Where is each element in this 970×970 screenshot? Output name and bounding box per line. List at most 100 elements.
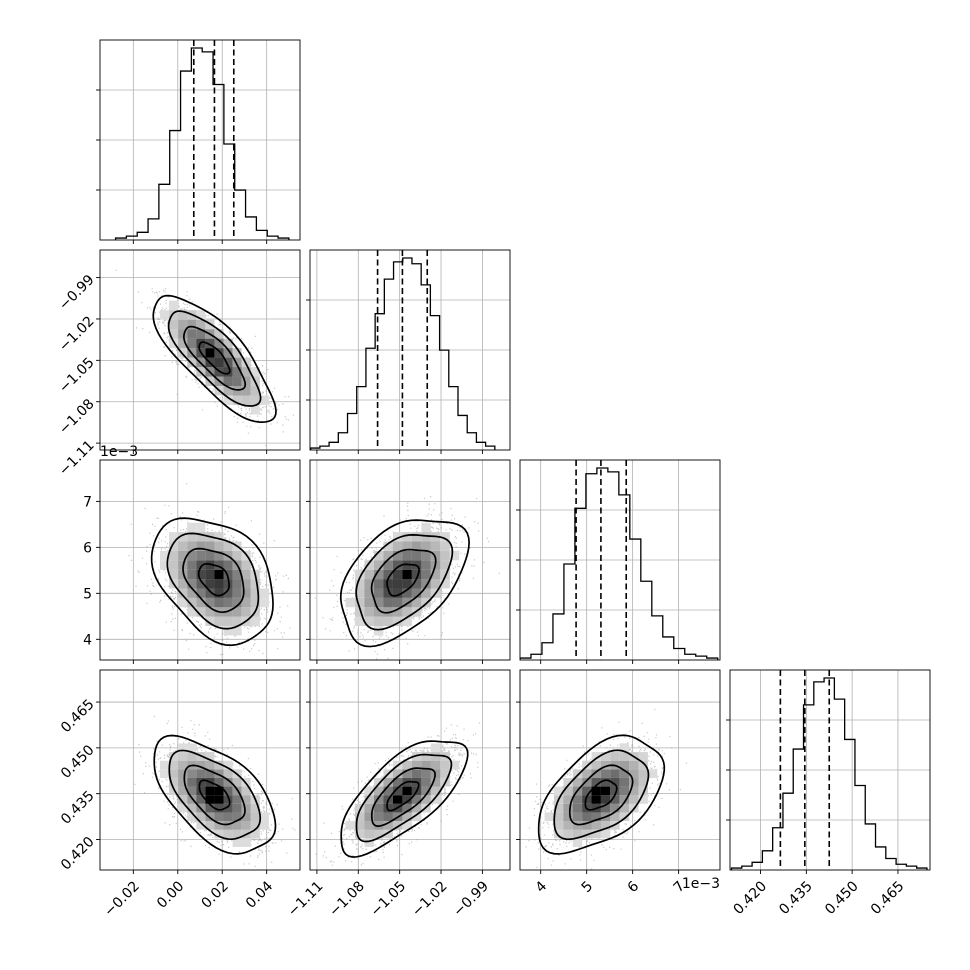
- density-cell: [223, 579, 233, 589]
- density-cell: [619, 777, 630, 787]
- density-cell: [187, 357, 197, 368]
- density-cell: [169, 541, 179, 551]
- density-cell: [241, 786, 251, 796]
- density-cell: [232, 626, 242, 636]
- density-cell: [214, 821, 224, 830]
- contour-line: [183, 764, 246, 826]
- density-cell: [178, 752, 188, 761]
- density-cell: [232, 376, 242, 387]
- density-cell: [178, 588, 188, 598]
- density-cell: [421, 550, 431, 561]
- density-cell: [600, 769, 611, 778]
- contour-line: [370, 548, 437, 614]
- density-cell: [364, 560, 374, 570]
- density-cell: [223, 541, 233, 551]
- density-cell: [572, 777, 583, 787]
- density-cell: [232, 795, 242, 804]
- density-cell: [430, 752, 441, 761]
- density-cell: [610, 803, 620, 813]
- density-cell: [169, 310, 179, 320]
- density-cell: [383, 821, 393, 830]
- density-cell: [619, 812, 630, 822]
- density-cell: [232, 395, 242, 405]
- density-cell: [241, 812, 251, 822]
- density-cell: [355, 812, 365, 822]
- density-cell: [241, 386, 251, 396]
- density-cell: [572, 795, 583, 804]
- contour-line: [152, 294, 277, 424]
- density-cell: [205, 550, 215, 561]
- density-cell: [205, 541, 215, 551]
- density-cell: [411, 795, 422, 804]
- density-cell: [178, 579, 188, 589]
- density-cell: [430, 541, 441, 551]
- density-cell: [610, 769, 620, 778]
- density-cell: [187, 607, 197, 617]
- density-cell: [345, 597, 356, 608]
- density-cell: [205, 348, 215, 358]
- density-cell: [619, 803, 630, 813]
- density-cell: [619, 769, 630, 778]
- density-cell: [250, 579, 260, 589]
- y-tick-label: 4: [83, 632, 92, 648]
- density-cell: [187, 812, 197, 822]
- density-cell: [187, 769, 197, 778]
- density-cell: [392, 777, 403, 787]
- x-tick-label: 0.465: [868, 878, 908, 918]
- contour-line: [198, 341, 231, 375]
- density-cell: [629, 769, 639, 778]
- density-cell: [373, 777, 384, 787]
- density-cell: [364, 579, 374, 589]
- density-cell: [421, 760, 431, 770]
- density-cell: [572, 803, 583, 813]
- density-cell: [178, 795, 188, 804]
- density-cell: [232, 357, 242, 368]
- density-cell: [383, 597, 393, 608]
- y-tick-label: −0.99: [56, 272, 98, 314]
- density-cell: [355, 579, 365, 589]
- density-cell: [638, 795, 648, 804]
- density-cell: [232, 588, 242, 598]
- density-cell: [563, 803, 573, 813]
- density-cell: [411, 588, 422, 598]
- density-cell: [591, 821, 601, 830]
- contour-line: [153, 734, 277, 855]
- density-cell: [187, 579, 197, 589]
- density-cell: [421, 560, 431, 570]
- density-cell: [159, 760, 170, 770]
- density-cell: [159, 769, 170, 778]
- density-cell: [169, 319, 179, 330]
- density-cell: [392, 569, 403, 580]
- density-cell: [373, 786, 384, 796]
- x-tick-label: −0.02: [101, 878, 143, 920]
- x-tick-label: −0.99: [450, 878, 492, 920]
- x-tick-label: 4: [533, 878, 551, 896]
- density-cell: [178, 786, 188, 796]
- density-cell: [411, 541, 422, 551]
- density-cell: [421, 769, 431, 778]
- density-cell: [421, 588, 431, 598]
- density-cell: [187, 522, 197, 533]
- density-cell: [250, 404, 260, 415]
- density-cell: [169, 550, 179, 561]
- density-cell: [355, 829, 365, 839]
- density-cell: [582, 812, 592, 822]
- density-cell: [402, 607, 412, 617]
- density-cell: [196, 569, 206, 580]
- density-cell: [205, 769, 215, 778]
- density-cell: [383, 541, 393, 551]
- density-cell: [196, 821, 206, 830]
- density-cell: [214, 786, 224, 796]
- contour-line: [198, 779, 231, 811]
- density-cell: [205, 569, 215, 580]
- density-cell: [600, 821, 611, 830]
- density-cell: [430, 777, 441, 787]
- density-cell: [223, 338, 233, 349]
- density-cell: [563, 829, 573, 839]
- density-cell: [364, 812, 374, 822]
- panel-frame-2-4: [309, 669, 511, 871]
- density-cell: [178, 569, 188, 580]
- density-cell: [563, 777, 573, 787]
- scatter-panel-1-3: [100, 460, 300, 660]
- density-cell: [241, 821, 251, 830]
